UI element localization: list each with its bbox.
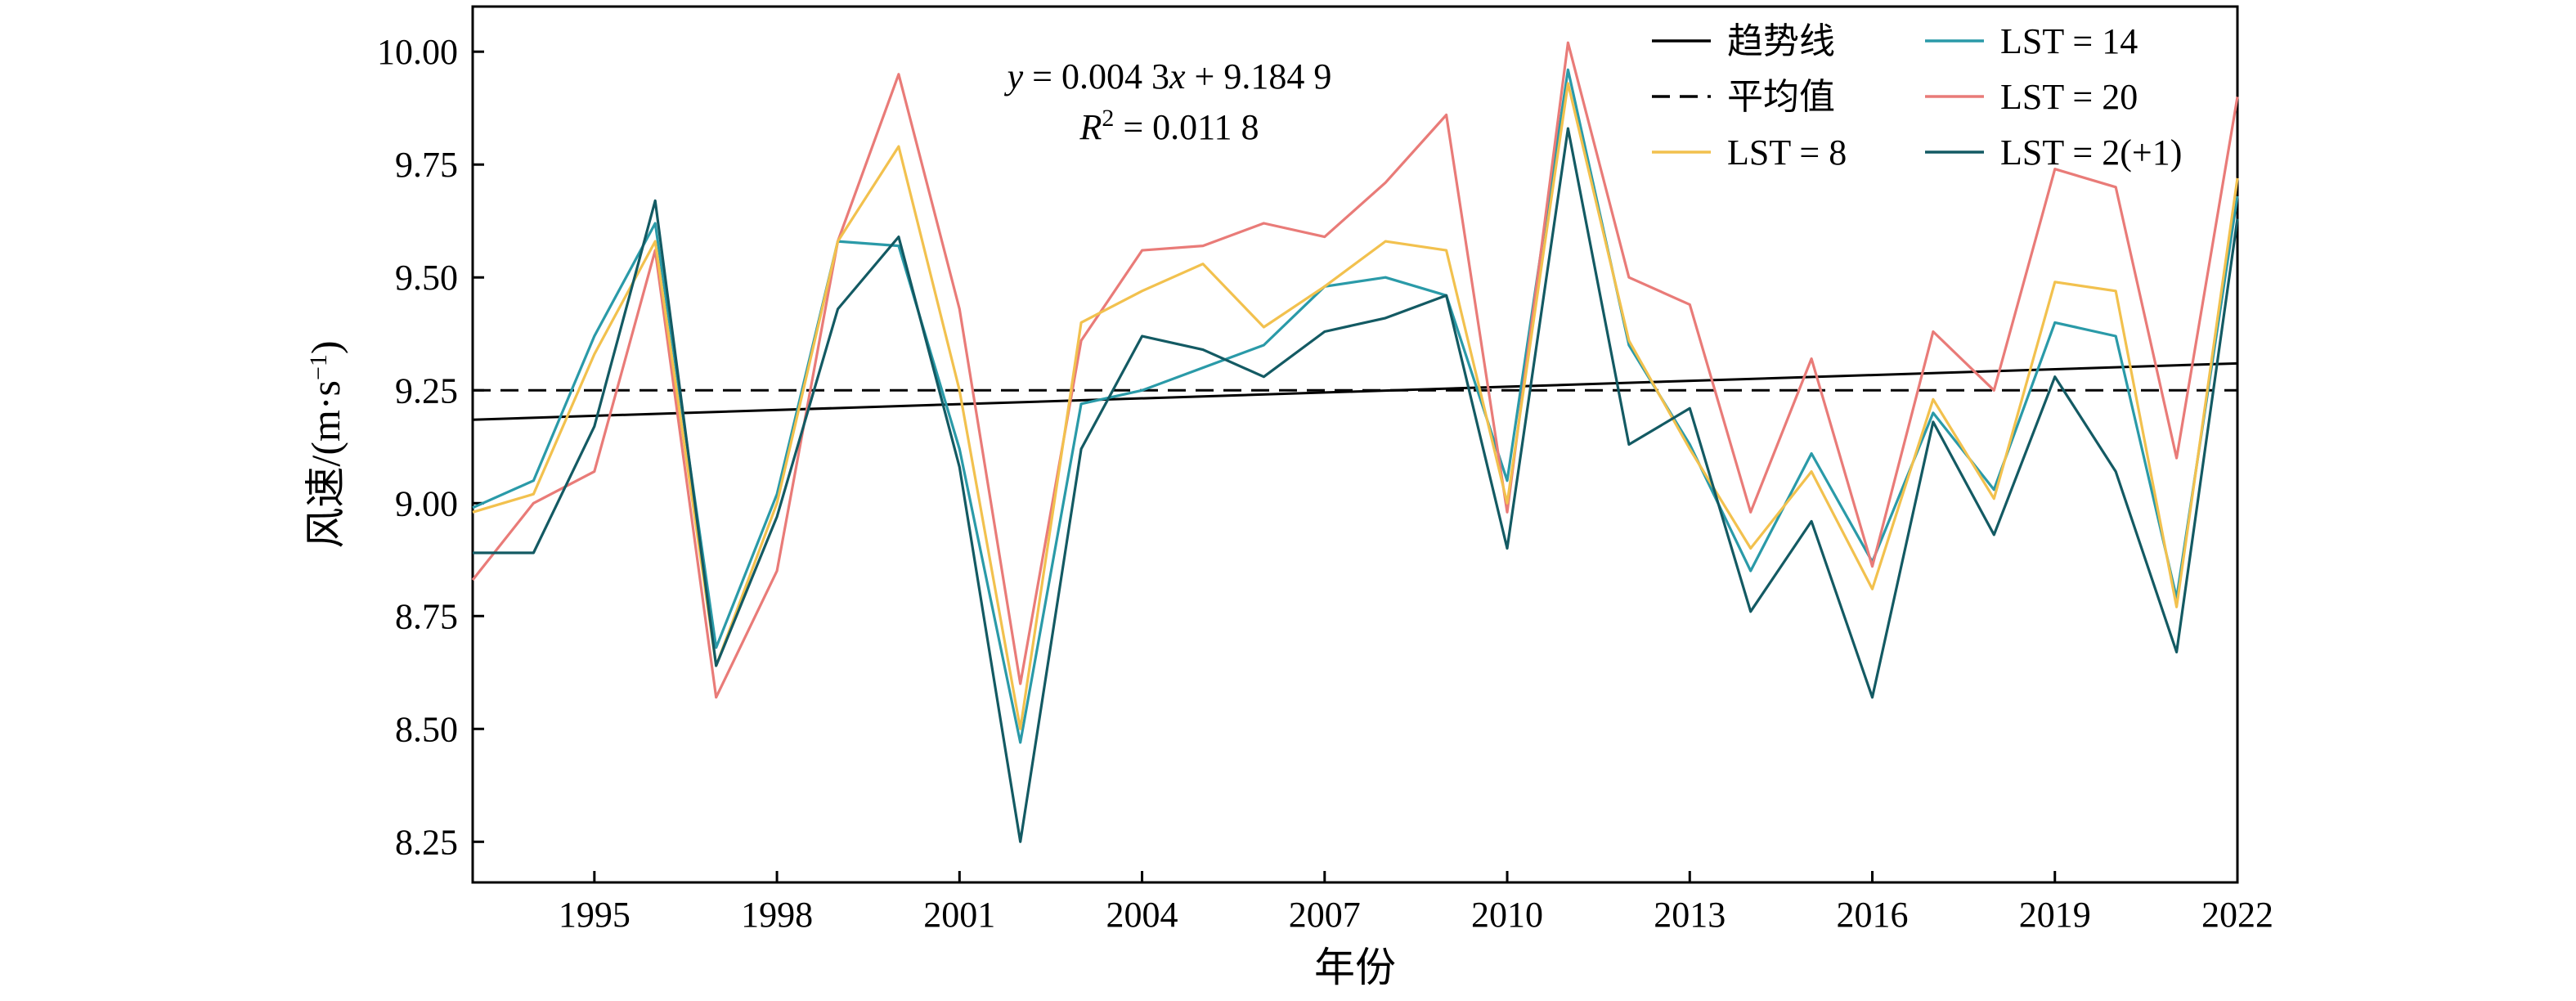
series-line-lst-2-1 — [473, 127, 2239, 843]
y-tick-label: 9.75 — [395, 145, 458, 185]
x-tick-label: 2013 — [1654, 895, 1726, 935]
y-tick-label: 9.50 — [395, 258, 458, 298]
legend-label: LST = 2(+1) — [2000, 132, 2182, 173]
trend-equation-line: y = 0.004 3x + 9.184 9 — [1004, 56, 1332, 97]
eq-r-value: = 0.011 8 — [1114, 107, 1259, 147]
y-axis-title-sup: −1 — [305, 354, 332, 380]
series-lines — [471, 41, 2239, 843]
legend-label: LST = 14 — [2000, 21, 2138, 61]
reference-lines — [472, 361, 2238, 421]
y-axis-title: 风速/(m·s−1) — [303, 340, 348, 548]
x-tick-label: 2022 — [2201, 895, 2273, 935]
eq-slope: = 0.004 3 — [1023, 56, 1169, 97]
trend-line — [472, 361, 2238, 421]
x-tick-label: 2001 — [923, 895, 995, 935]
series-line-lst-8 — [472, 82, 2239, 730]
x-axis-title: 年份 — [1314, 945, 1396, 990]
eq-r-var: R — [1079, 107, 1102, 147]
legend-label: LST = 20 — [2000, 77, 2138, 117]
y-axis-title-main: 风速/(m·s — [303, 380, 348, 549]
x-tick-label: 2019 — [2019, 895, 2091, 935]
eq-r-sup: 2 — [1102, 105, 1114, 132]
axis-ticks: 1995 1998 2001 2004 2007 2010 2013 2016 2019 2022… — [377, 32, 2273, 935]
legend-label: 趋势线 — [1727, 21, 1835, 61]
x-tick-label: 1998 — [741, 895, 813, 935]
series-line-lst-14 — [472, 68, 2239, 744]
series-line-lst-20 — [471, 41, 2239, 699]
x-tick-label: 1995 — [559, 895, 631, 935]
plot-frame — [471, 5, 2239, 884]
y-tick-label: 8.75 — [395, 596, 458, 636]
y-tick-label: 9.00 — [395, 483, 458, 523]
y-axis-title-end: ) — [303, 340, 348, 354]
x-tick-label: 2016 — [1837, 895, 1909, 935]
legend-label: 平均值 — [1727, 77, 1835, 117]
x-tick-label: 2010 — [1471, 895, 1543, 935]
r-squared-line: R2 = 0.011 8 — [1079, 105, 1259, 148]
y-tick-label: 10.00 — [377, 32, 458, 72]
legend-label: LST = 8 — [1727, 132, 1847, 173]
eq-x-var: x — [1169, 56, 1186, 97]
y-tick-label: 8.25 — [395, 822, 458, 862]
y-tick-label: 8.50 — [395, 709, 458, 749]
trend-equation: y = 0.004 3x + 9.184 9 R2 = 0.011 8 — [1004, 56, 1332, 147]
y-tick-label: 9.25 — [395, 370, 458, 411]
eq-intercept: + 9.184 9 — [1186, 56, 1332, 97]
eq-y-var: y — [1004, 56, 1024, 97]
x-tick-label: 2007 — [1289, 895, 1361, 935]
x-tick-label: 2004 — [1106, 895, 1178, 935]
